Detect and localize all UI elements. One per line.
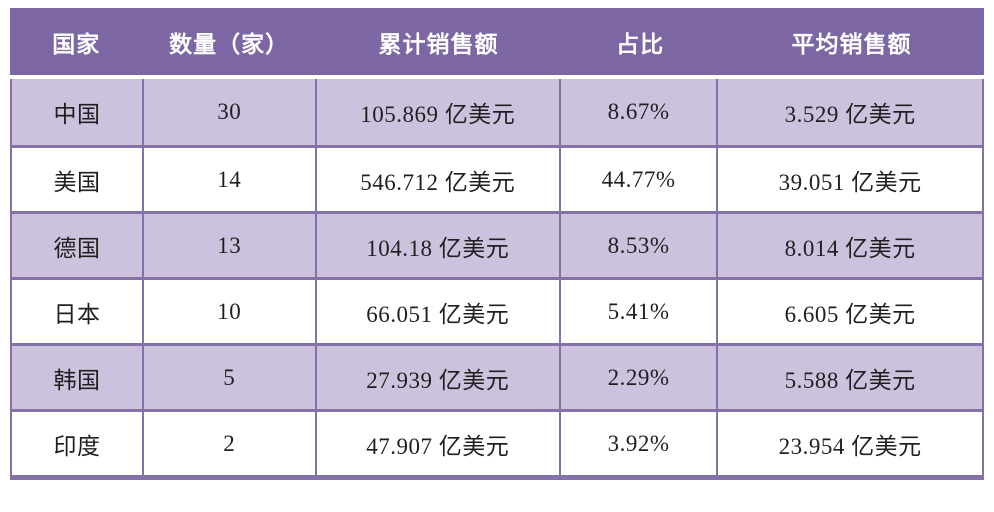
cell-average-sales: 6.605 亿美元 [784, 301, 916, 327]
cell-country: 德国 [12, 214, 144, 277]
cell-country: 印度 [12, 412, 144, 475]
table-row-germany: 德国 13 104.18 亿美元 8.53% 8.014 亿美元 [12, 211, 982, 277]
column-header-count: 数量（家） [169, 31, 290, 57]
cell-total-sales: 105.869 亿美元 [317, 79, 561, 145]
country-sales-table: 国家 数量（家） 累计销售额 占比 平均销售额 中国 30 105.869 亿美… [10, 8, 984, 480]
column-header-average-sales: 平均销售额 [791, 31, 912, 57]
table-row-japan: 日本 10 66.051 亿美元 5.41% 6.605 亿美元 [12, 277, 982, 343]
cell-share: 2.29% [561, 346, 719, 409]
cell-country: 美国 [12, 148, 144, 211]
cell-count: 5 [144, 346, 317, 409]
cell-count: 2 [144, 412, 317, 475]
column-header-total-sales: 累计销售额 [378, 31, 499, 57]
table-row-korea: 韩国 5 27.939 亿美元 2.29% 5.588 亿美元 [12, 343, 982, 409]
cell-total-sales: 104.18 亿美元 [317, 214, 561, 277]
cell-total-sales: 27.939 亿美元 [317, 346, 561, 409]
table-row-usa: 美国 14 546.712 亿美元 44.77% 39.051 亿美元 [12, 145, 982, 211]
cell-count: 30 [144, 79, 317, 145]
table-body: 中国 30 105.869 亿美元 8.67% 3.529 亿美元 美国 14 … [10, 79, 984, 480]
table-row-china: 中国 30 105.869 亿美元 8.67% 3.529 亿美元 [12, 79, 982, 145]
column-header-share: 占比 [616, 31, 665, 57]
cell-count: 13 [144, 214, 317, 277]
cell-average-sales: 5.588 亿美元 [784, 367, 916, 393]
cell-country: 韩国 [12, 346, 144, 409]
cell-total-sales: 47.907 亿美元 [317, 412, 561, 475]
cell-average-sales: 39.051 亿美元 [778, 169, 922, 195]
cell-share: 3.92% [561, 412, 719, 475]
cell-average-sales: 8.014 亿美元 [784, 235, 916, 261]
column-header-country: 国家 [52, 31, 101, 57]
cell-share: 5.41% [561, 280, 719, 343]
table-header-row: 国家 数量（家） 累计销售额 占比 平均销售额 [10, 8, 984, 75]
cell-share: 44.77% [561, 148, 719, 211]
cell-average-sales: 23.954 亿美元 [778, 433, 922, 459]
cell-country: 日本 [12, 280, 144, 343]
cell-country: 中国 [12, 79, 144, 145]
cell-count: 14 [144, 148, 317, 211]
cell-count: 10 [144, 280, 317, 343]
cell-total-sales: 546.712 亿美元 [317, 148, 561, 211]
cell-share: 8.67% [561, 79, 719, 145]
cell-average-sales: 3.529 亿美元 [784, 102, 916, 127]
table-row-india: 印度 2 47.907 亿美元 3.92% 23.954 亿美元 [12, 409, 982, 475]
cell-share: 8.53% [561, 214, 719, 277]
cell-total-sales: 66.051 亿美元 [317, 280, 561, 343]
